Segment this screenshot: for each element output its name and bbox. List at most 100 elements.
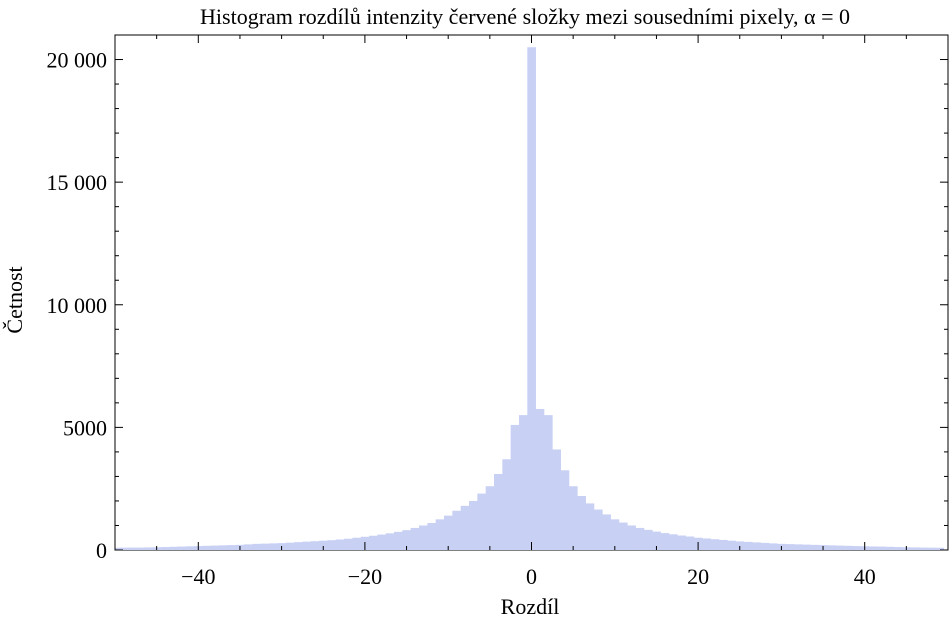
histogram-bar bbox=[435, 519, 445, 550]
histogram-bar bbox=[227, 545, 237, 550]
histogram-bar bbox=[177, 546, 187, 550]
histogram-bar bbox=[868, 546, 878, 550]
chart-title: Histogram rozdílů intenzity červené slož… bbox=[200, 4, 850, 29]
y-tick-label: 0 bbox=[96, 538, 107, 563]
histogram-bar bbox=[602, 514, 611, 550]
histogram-bar bbox=[144, 547, 153, 550]
y-tick-label: 10 000 bbox=[47, 293, 108, 318]
x-tick-label: 0 bbox=[526, 564, 537, 589]
histogram-bar bbox=[485, 486, 495, 550]
histogram-bar bbox=[452, 510, 461, 550]
histogram-bar bbox=[627, 525, 636, 550]
histogram-bar bbox=[219, 545, 228, 550]
histogram-bar bbox=[768, 543, 778, 550]
histogram-bar bbox=[660, 533, 670, 550]
histogram-bar bbox=[927, 547, 936, 550]
histogram-bar bbox=[918, 547, 928, 550]
histogram-bar bbox=[743, 541, 753, 550]
histogram-bar bbox=[852, 546, 861, 550]
histogram-bar bbox=[115, 547, 120, 550]
histogram-bar bbox=[835, 545, 845, 550]
x-tick-label: −40 bbox=[181, 564, 215, 589]
histogram-bar bbox=[527, 47, 536, 551]
histogram-bar bbox=[577, 496, 586, 550]
histogram-bar bbox=[643, 529, 653, 550]
histogram-bar bbox=[735, 541, 745, 550]
histogram-bar bbox=[535, 408, 545, 550]
histogram-bar bbox=[419, 525, 428, 550]
histogram-bar bbox=[702, 538, 711, 550]
histogram-bar bbox=[327, 540, 337, 550]
histogram-bar bbox=[127, 547, 137, 550]
histogram-bar bbox=[369, 535, 378, 550]
histogram-bar bbox=[477, 493, 486, 550]
histogram-bar bbox=[802, 544, 811, 550]
histogram-bar bbox=[593, 509, 603, 550]
histogram-bar bbox=[635, 527, 645, 550]
histogram-bar bbox=[335, 539, 345, 550]
x-tick-label: −20 bbox=[348, 564, 382, 589]
x-tick-label: 40 bbox=[854, 564, 876, 589]
histogram-bar bbox=[827, 545, 836, 550]
histogram-bars bbox=[115, 47, 945, 551]
histogram-bar bbox=[402, 530, 412, 550]
histogram-bar bbox=[585, 503, 595, 550]
histogram-bar bbox=[344, 538, 353, 550]
histogram-bar bbox=[877, 546, 886, 550]
x-axis-label: Rozdíl bbox=[501, 594, 560, 619]
histogram-bar bbox=[935, 547, 945, 550]
histogram-bar bbox=[727, 540, 736, 550]
histogram-bar bbox=[185, 546, 195, 550]
histogram-bar bbox=[260, 543, 270, 550]
histogram-bar bbox=[269, 543, 278, 550]
histogram-bar bbox=[135, 547, 145, 550]
histogram-bar bbox=[560, 470, 570, 550]
histogram-bar bbox=[427, 523, 437, 550]
histogram-bar bbox=[760, 542, 770, 550]
histogram-bar bbox=[910, 547, 920, 550]
histogram-bar bbox=[119, 547, 128, 550]
histogram-bar bbox=[893, 547, 903, 550]
y-tick-label: 20 000 bbox=[47, 48, 108, 73]
histogram-bar bbox=[202, 545, 212, 550]
histogram-bar bbox=[510, 424, 520, 550]
histogram-bar bbox=[319, 540, 328, 550]
histogram-bar bbox=[552, 449, 561, 550]
histogram-bar bbox=[785, 544, 795, 550]
histogram-bar bbox=[294, 542, 303, 550]
histogram-bar bbox=[652, 531, 661, 550]
y-tick-label: 5000 bbox=[63, 415, 107, 440]
histogram-bar bbox=[385, 533, 395, 550]
histogram-bar bbox=[244, 544, 253, 550]
x-tick-label: 20 bbox=[687, 564, 709, 589]
histogram-bar bbox=[377, 534, 387, 550]
histogram-bar bbox=[460, 505, 470, 550]
histogram-bar bbox=[310, 541, 320, 550]
histogram-bar bbox=[793, 544, 803, 550]
y-axis-ticks: 0 5000 10 000 15 000 20 000 bbox=[47, 48, 948, 563]
histogram-bar bbox=[885, 546, 895, 550]
histogram-bar bbox=[618, 522, 628, 550]
histogram-bar bbox=[610, 519, 620, 550]
histogram-bar bbox=[285, 542, 295, 550]
histogram-bar bbox=[710, 539, 720, 550]
histogram-bar bbox=[410, 527, 420, 550]
histogram-bar bbox=[469, 500, 478, 550]
histogram-bar bbox=[160, 547, 170, 550]
histogram-bar bbox=[810, 544, 820, 550]
histogram-bar bbox=[169, 546, 178, 550]
histogram-bar bbox=[502, 459, 511, 550]
histogram-bar bbox=[843, 545, 853, 550]
histogram-bar bbox=[677, 535, 686, 550]
histogram-bar bbox=[302, 541, 312, 550]
y-axis-label: Četnost bbox=[2, 266, 27, 333]
histogram-bar bbox=[444, 515, 453, 550]
histogram-bar bbox=[668, 534, 678, 550]
histogram-bar bbox=[494, 473, 503, 550]
histogram-bar bbox=[394, 531, 403, 550]
histogram-bar bbox=[210, 545, 220, 550]
y-tick-label: 15 000 bbox=[47, 170, 108, 195]
histogram-bar bbox=[543, 415, 553, 550]
histogram-bar bbox=[685, 536, 695, 550]
